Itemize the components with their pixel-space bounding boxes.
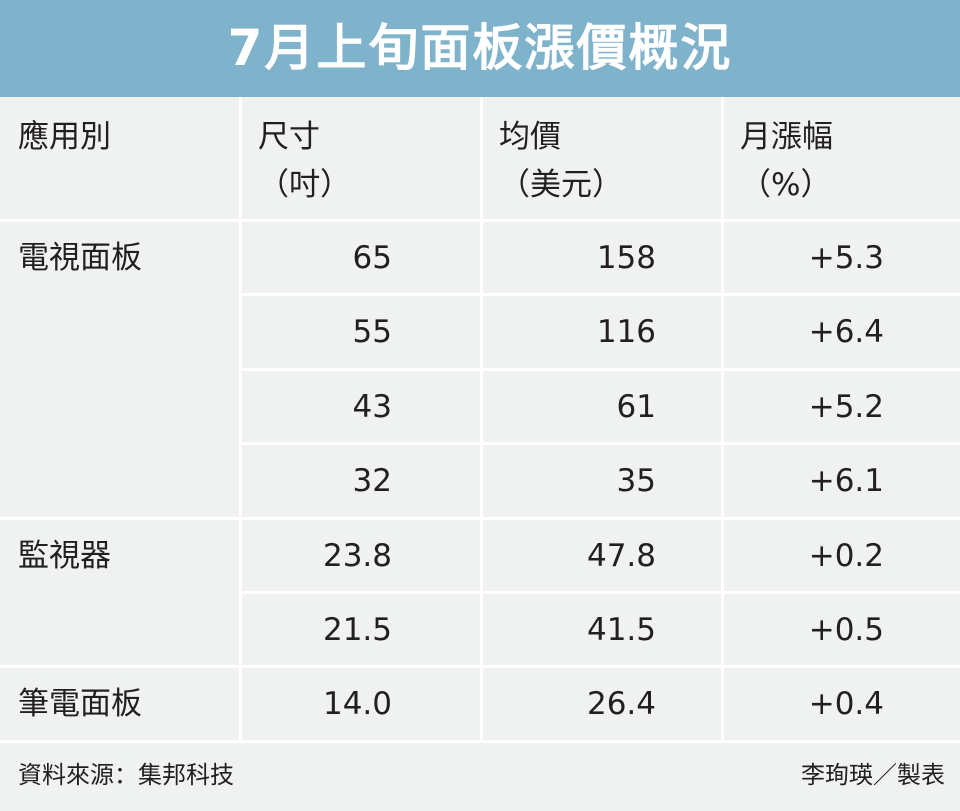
column-unit: （吋）: [258, 167, 351, 203]
row-line: [240, 591, 960, 594]
cell: +0.2: [808, 537, 884, 574]
cell: +5.2: [808, 388, 884, 425]
row-line: [240, 442, 960, 446]
cell: 116: [596, 314, 656, 351]
row-line: [0, 739, 960, 743]
cell: +0.4: [808, 686, 884, 723]
title: 7月上旬面板漲價概況: [227, 19, 733, 77]
cell: 65: [352, 240, 392, 276]
cell: +6.4: [808, 314, 884, 351]
cell: +6.1: [808, 463, 884, 500]
column-header: 均價: [499, 119, 561, 155]
cell: 41.5: [586, 612, 656, 648]
cell: 23.8: [322, 537, 392, 574]
title-bar: [0, 0, 960, 97]
column-line: [480, 97, 483, 742]
cell: 26.4: [586, 686, 656, 723]
cell: 158: [596, 240, 656, 276]
cell: 21.5: [322, 612, 392, 648]
group-label: 監視器: [18, 537, 111, 574]
cell: 32: [352, 463, 392, 500]
cell: 43: [352, 388, 392, 425]
cell: 61: [616, 388, 656, 425]
column-header: 應用別: [18, 119, 111, 155]
column-unit: （美元）: [499, 167, 623, 203]
source: 資料來源：集邦科技: [18, 761, 234, 789]
cell: 47.8: [586, 537, 656, 574]
row-line: [0, 665, 960, 669]
column-line: [239, 97, 242, 742]
cell: 14.0: [322, 686, 392, 723]
cell: +0.5: [808, 612, 884, 648]
column-unit: （%）: [740, 167, 832, 203]
column-line: [721, 97, 724, 742]
row-line: [0, 516, 960, 520]
row-line: [240, 367, 960, 371]
row-line: [240, 293, 960, 297]
row-line: [0, 219, 960, 222]
group-label: 筆電面板: [18, 686, 142, 723]
column-header: 尺寸: [258, 119, 320, 155]
credit: 李珣瑛／製表: [801, 761, 945, 789]
cell: 35: [616, 463, 656, 500]
cell: +5.3: [808, 240, 884, 276]
cell: 55: [352, 314, 392, 351]
group-label: 電視面板: [18, 240, 142, 276]
column-header: 月漲幅: [740, 119, 833, 155]
